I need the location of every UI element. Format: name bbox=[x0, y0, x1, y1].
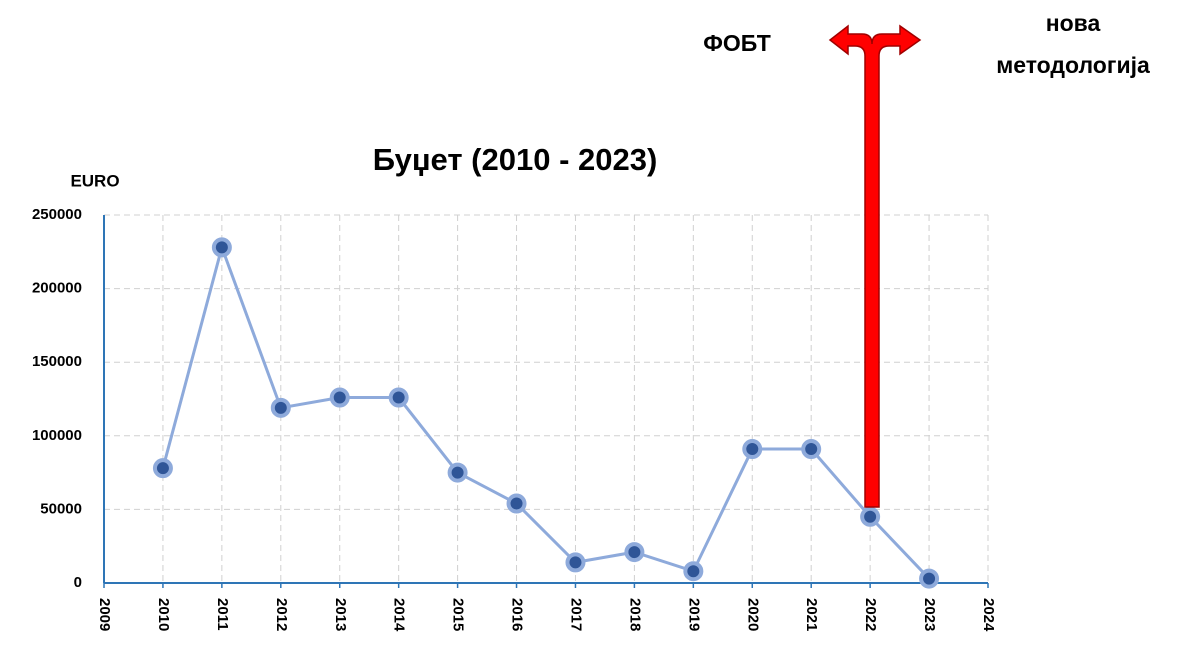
point bbox=[152, 458, 173, 479]
x-tick-label: 2010 bbox=[155, 598, 172, 631]
x-tick-label: 2014 bbox=[391, 598, 408, 632]
y-tick-label: 0 bbox=[74, 574, 82, 591]
x-tick-label: 2012 bbox=[273, 598, 290, 631]
x-tick-label: 2022 bbox=[862, 598, 879, 631]
point bbox=[860, 506, 881, 527]
x-tick-label: 2018 bbox=[626, 598, 643, 631]
y-axis-label: EURO bbox=[70, 171, 119, 190]
divider-arrow bbox=[828, 24, 922, 508]
x-tick-label: 2024 bbox=[980, 598, 997, 632]
x-tick-label: 2021 bbox=[803, 598, 820, 631]
point bbox=[919, 568, 940, 589]
x-tick-label: 2009 bbox=[96, 598, 113, 631]
y-tick-label: 50000 bbox=[40, 500, 82, 517]
annotation: методологија bbox=[996, 52, 1150, 78]
point bbox=[211, 237, 232, 258]
x-tick-label: 2015 bbox=[450, 598, 467, 631]
x-tick-label: 2023 bbox=[921, 598, 938, 631]
y-tick-label: 200000 bbox=[32, 280, 82, 297]
annotation: нова bbox=[1046, 10, 1101, 36]
x-tick-label: 2016 bbox=[509, 598, 526, 631]
x-tick-label: 2020 bbox=[744, 598, 761, 631]
point bbox=[624, 542, 645, 563]
x-tick-label: 2019 bbox=[685, 598, 702, 631]
point bbox=[447, 462, 468, 483]
point bbox=[801, 439, 822, 460]
plot-area: 0 50000 100000 150000 200000 250000 2009 2010 20… bbox=[32, 206, 997, 632]
x-tick-label: 2013 bbox=[332, 598, 349, 631]
point bbox=[565, 552, 586, 573]
point bbox=[329, 387, 350, 408]
y-tick-label: 250000 bbox=[32, 206, 82, 223]
chart-title: Буџет (2010 - 2023) bbox=[373, 142, 658, 177]
y-tick-label: 100000 bbox=[32, 427, 82, 444]
point bbox=[270, 397, 291, 418]
y-tick-label: 150000 bbox=[32, 353, 82, 370]
point bbox=[742, 439, 763, 460]
point bbox=[506, 493, 527, 514]
x-tick-label: 2011 bbox=[214, 598, 231, 631]
point bbox=[388, 387, 409, 408]
x-tick-label: 2017 bbox=[567, 598, 584, 631]
point bbox=[683, 561, 704, 582]
annotation: ФОБТ bbox=[703, 30, 771, 56]
